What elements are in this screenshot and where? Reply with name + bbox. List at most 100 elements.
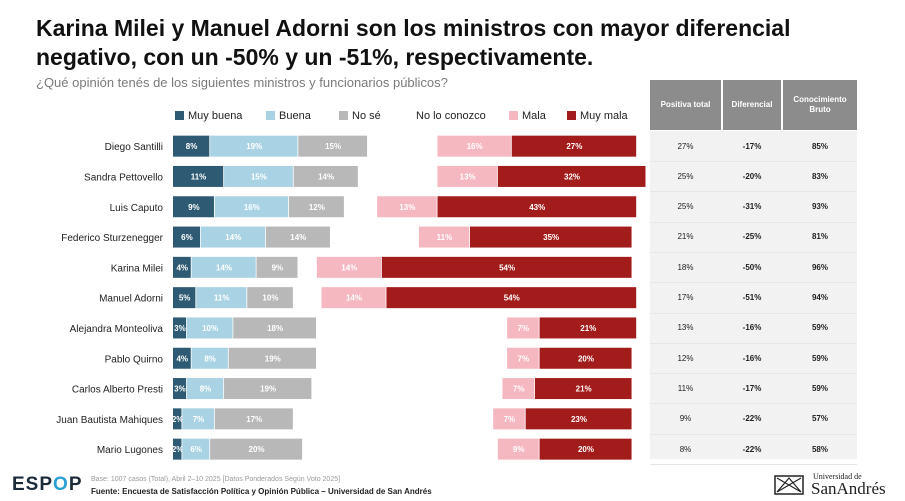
bar-segment (224, 378, 312, 400)
table-cell: 25% (677, 202, 694, 212)
bar-segment (224, 165, 293, 187)
table-row: 21% -25% 81% (650, 222, 857, 253)
legend-item: Buena (266, 110, 311, 122)
bar-value-label: 10% (262, 294, 278, 303)
bar-segment (256, 256, 298, 278)
bar-value-label: 15% (251, 172, 267, 181)
table-row: 25% -31% 93% (650, 192, 857, 223)
bar-segment (173, 378, 187, 400)
table-row: 9% -22% 57% (650, 404, 857, 435)
bar-value-label: 8% (200, 385, 212, 394)
bar-segment (173, 287, 196, 309)
legend-label: Buena (279, 110, 311, 122)
bar-segment (358, 165, 437, 187)
bar-segment (210, 438, 303, 460)
bar-value-label: 19% (265, 354, 281, 363)
bar-value-label: 20% (249, 445, 265, 454)
chart-subtitle: ¿Qué opinión tenés de los siguientes min… (36, 75, 448, 90)
bar-value-label: 6% (190, 445, 202, 454)
table-cell: 8% (679, 444, 692, 454)
bar-segment (247, 287, 293, 309)
legend-item: Mala (509, 110, 546, 122)
bar-value-label: 4% (176, 263, 188, 272)
bar-segment (539, 347, 632, 369)
bar-segment (316, 347, 507, 369)
bar-value-label: 8% (186, 142, 198, 151)
category-label: Mario Lugones (97, 445, 163, 456)
bar-segment (497, 438, 539, 460)
source-note: Fuente: Encuesta de Satisfacción Polític… (91, 487, 432, 496)
legend-item: No sé (339, 110, 381, 122)
legend-swatch (339, 111, 348, 120)
bar-value-label: 43% (529, 203, 545, 212)
bar-segment (173, 408, 182, 430)
bar-value-label: 9% (272, 263, 284, 272)
category-label: Juan Bautista Mahiques (56, 415, 163, 426)
legend-item: Muy buena (175, 110, 242, 122)
table-cell: -25% (742, 232, 762, 242)
table-cell: 81% (811, 232, 828, 242)
table-cell: 11% (677, 383, 694, 393)
table-row: 17% -51% 94% (650, 283, 857, 314)
bar-segment (534, 378, 632, 400)
legend-swatch (567, 111, 576, 120)
bar-segment (298, 256, 317, 278)
bar-segment (186, 378, 224, 400)
table-row: 13% -16% 59% (650, 313, 857, 344)
bar-segment (293, 408, 493, 430)
table-cell: 18% (677, 262, 694, 272)
bar-value-label: 13% (399, 203, 415, 212)
bar-value-label: 32% (564, 172, 580, 181)
table-row: 11% -17% 59% (650, 373, 857, 405)
table-cell: -22% (742, 414, 762, 424)
bar-segment (265, 226, 330, 248)
bar-segment (330, 226, 419, 248)
bar-segment (493, 408, 525, 430)
bar-segment (316, 317, 507, 339)
bar-value-label: 16% (244, 203, 260, 212)
table-header-diferencial: Diferencial (723, 80, 781, 130)
legend-item: Muy mala (567, 110, 628, 122)
bar-segment (173, 317, 187, 339)
table-cell: -31% (742, 202, 762, 212)
table-cell: 59% (811, 353, 828, 363)
bar-segment (507, 317, 539, 339)
bar-value-label: 11% (437, 233, 453, 242)
bar-segment (511, 135, 637, 157)
bar-value-label: 20% (578, 445, 594, 454)
bar-segment (173, 438, 182, 460)
bar-segment (214, 196, 289, 218)
category-label: Federico Sturzenegger (61, 233, 163, 244)
bar-value-label: 7% (518, 354, 530, 363)
bar-segment (418, 226, 470, 248)
bar-segment (367, 135, 437, 157)
bar-value-label: 15% (325, 142, 341, 151)
bar-segment (196, 287, 247, 309)
bar-segment (502, 378, 535, 400)
legend-swatch (509, 111, 518, 120)
legend-label: No lo conozco (416, 110, 486, 122)
bar-value-label: 17% (246, 415, 262, 424)
table-cell: -16% (742, 323, 762, 333)
category-label: Alejandra Monteoliva (70, 324, 164, 335)
bar-value-label: 21% (580, 324, 596, 333)
bar-segment (377, 196, 437, 218)
bar-value-label: 19% (246, 142, 262, 151)
bar-segment (437, 135, 511, 157)
bar-value-label: 2% (172, 445, 184, 454)
table-cell: 96% (811, 262, 828, 272)
bar-value-label: 27% (566, 142, 582, 151)
table-cell: 59% (811, 323, 828, 333)
table-cell: 17% (677, 293, 694, 302)
bar-segment (381, 256, 632, 278)
bar-segment (173, 226, 201, 248)
bar-segment (293, 287, 321, 309)
bar-segment (437, 196, 637, 218)
table-cell: 93% (811, 202, 828, 212)
bar-value-label: 8% (204, 354, 216, 363)
bar-segment (437, 165, 497, 187)
espop-logo: ESPOP (12, 474, 83, 495)
table-cell: 13% (677, 323, 694, 333)
legend-swatch (403, 111, 412, 120)
